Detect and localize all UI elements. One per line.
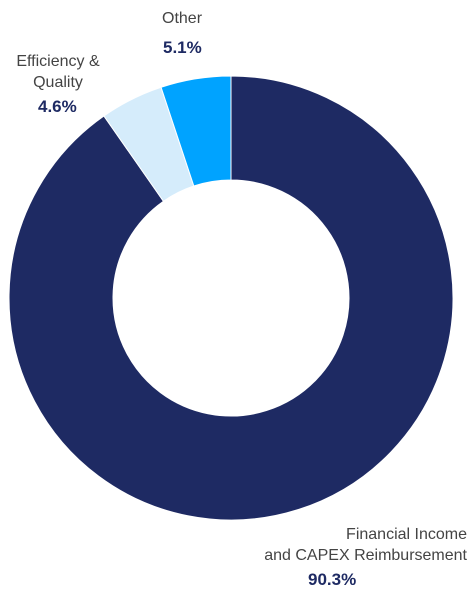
slice-label-other: Other xyxy=(162,8,202,29)
slice-label-efficiency-quality-line2: Quality xyxy=(33,74,83,91)
slice-label-financial-income-line2: and CAPEX Reimbursement xyxy=(264,547,467,564)
donut-slices xyxy=(8,75,454,521)
slice-label-efficiency-quality-line1: Efficiency & xyxy=(16,53,100,70)
slice-label-financial-income: Financial Income and CAPEX Reimbursement xyxy=(264,524,467,566)
slice-value-efficiency-quality: 4.6% xyxy=(38,97,77,116)
slice-financial-income-and-capex-reimbursement xyxy=(8,75,454,521)
slice-value-financial-income: 90.3% xyxy=(308,570,357,589)
slice-label-efficiency-quality: Efficiency & Quality xyxy=(10,51,106,93)
slice-label-other-line1: Other xyxy=(162,10,203,27)
slice-other xyxy=(160,75,232,187)
slice-label-financial-income-line1: Financial Income xyxy=(346,526,467,543)
slice-value-other: 5.1% xyxy=(163,38,202,57)
